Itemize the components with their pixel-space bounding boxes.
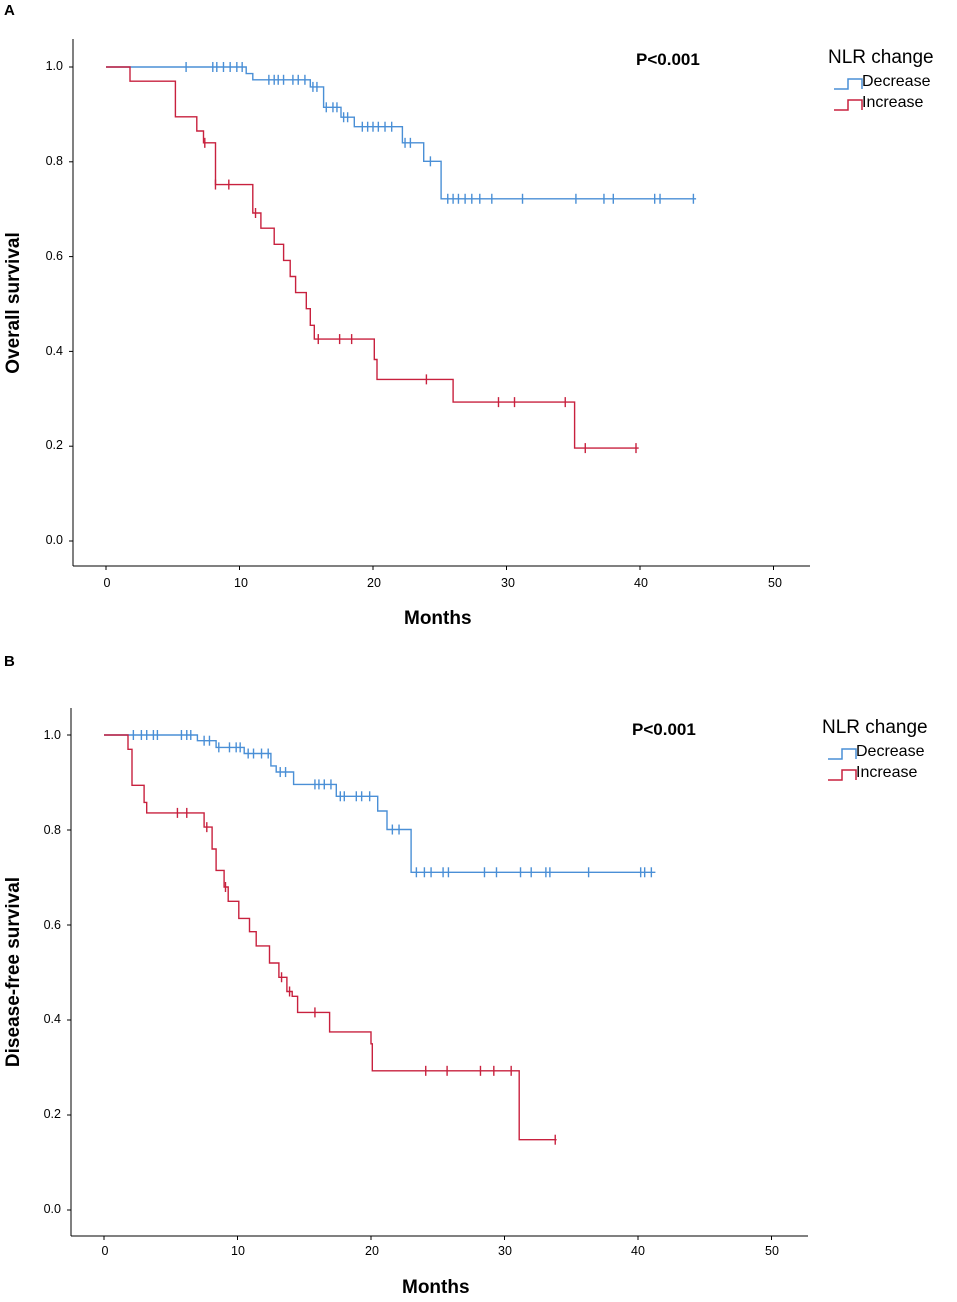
legend-swatch-decrease: [828, 748, 857, 760]
survival-curve-increase: [106, 66, 639, 449]
panel-b: B P<0.001 Disease-free survival Months N…: [0, 651, 957, 1302]
panel-a: A P<0.001 Overall survival Months NLR ch…: [3, 2, 934, 629]
legend-swatch-decrease: [834, 78, 863, 90]
y-tick-label: 1.0: [45, 59, 63, 73]
panel-label: A: [4, 2, 15, 19]
legend-item-decrease: Decrease: [822, 743, 928, 764]
x-tick-label: 10: [231, 1244, 245, 1258]
y-axis-label: Disease-free survival: [3, 876, 24, 1068]
x-tick-label: 50: [765, 1244, 779, 1258]
y-tick-label: 0.6: [43, 918, 61, 932]
legend-label-increase: Increase: [862, 94, 924, 111]
x-tick-label: 0: [101, 1244, 109, 1258]
x-tick-label: 40: [631, 1244, 645, 1258]
survival-curve-increase: [104, 734, 557, 1141]
legend: NLR change Decrease Increase: [828, 47, 934, 115]
legend-item-increase: Increase: [822, 764, 928, 785]
x-tick-label: 0: [103, 576, 111, 590]
y-tick-label: 1.0: [43, 728, 61, 742]
panel-label: B: [4, 653, 15, 670]
y-tick-label: 0.6: [45, 249, 63, 263]
legend-item-decrease: Decrease: [828, 73, 934, 94]
plot-area: [69, 39, 810, 570]
legend-item-increase: Increase: [828, 94, 934, 115]
legend-label-increase: Increase: [856, 764, 918, 781]
y-tick-label: 0.4: [45, 344, 63, 358]
y-tick-label: 0.4: [43, 1012, 61, 1026]
legend-label-decrease: Decrease: [862, 73, 931, 90]
legend-label-decrease: Decrease: [856, 743, 925, 760]
legend-title: NLR change: [828, 47, 934, 68]
x-tick-label: 40: [634, 576, 648, 590]
x-tick-label: 50: [768, 576, 782, 590]
x-axis-label: Months: [402, 1277, 470, 1298]
y-tick-label: 0.2: [45, 438, 63, 452]
x-tick-label: 30: [501, 576, 515, 590]
survival-curve-decrease: [106, 66, 697, 200]
x-tick-label: 20: [365, 1244, 379, 1258]
y-tick-label: 0.0: [43, 1202, 61, 1216]
x-tick-label: 10: [234, 576, 248, 590]
y-axis-label: Overall survival: [3, 232, 24, 374]
y-tick-label: 0.8: [45, 154, 63, 168]
legend-swatch-increase: [828, 769, 857, 781]
legend-swatch-increase: [834, 99, 863, 111]
survival-curve-decrease: [104, 734, 656, 873]
y-tick-label: 0.8: [43, 823, 61, 837]
plot-area: [67, 708, 808, 1240]
y-tick-label: 0.0: [45, 533, 63, 547]
x-tick-label: 20: [367, 576, 381, 590]
x-axis-label: Months: [404, 608, 472, 629]
p-value-annotation: P<0.001: [632, 720, 696, 739]
y-tick-label: 0.2: [43, 1107, 61, 1121]
legend: NLR change Decrease Increase: [822, 717, 928, 785]
x-tick-label: 30: [498, 1244, 512, 1258]
legend-title: NLR change: [822, 717, 928, 738]
p-value-annotation: P<0.001: [636, 50, 700, 69]
